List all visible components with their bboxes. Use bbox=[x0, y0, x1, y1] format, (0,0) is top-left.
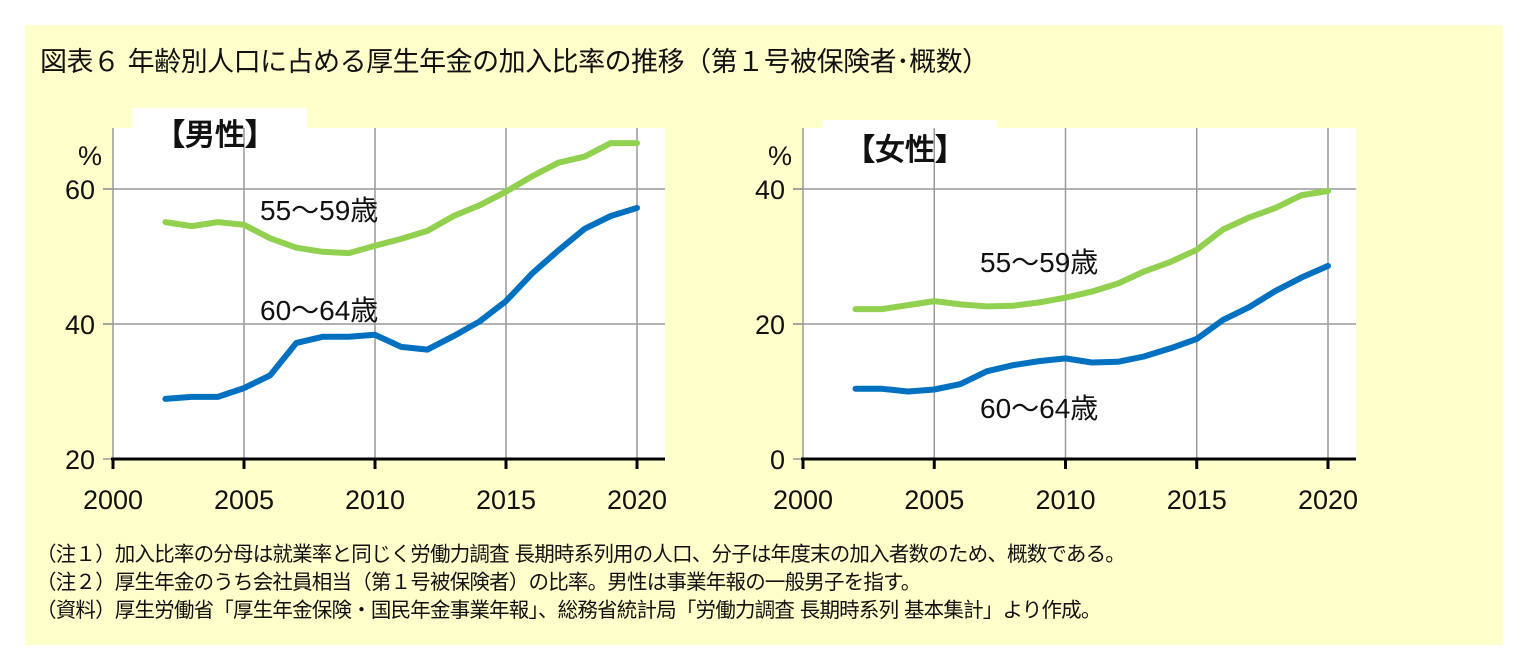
y-tick-label: 40 bbox=[65, 310, 95, 340]
y-tick-label: 40 bbox=[755, 175, 785, 205]
panel-title-box bbox=[132, 108, 307, 140]
x-tick-label: 2020 bbox=[607, 485, 667, 515]
notes: （注１）加入比率の分母は就業率と同じく労働力調査 長期時系列用の人口、分子は年度… bbox=[36, 540, 1126, 624]
panel-title-box bbox=[822, 120, 997, 165]
figure-title: 図表６ 年齢別人口に占める厚生年金の加入比率の推移（第１号被保険者･概数） bbox=[40, 47, 989, 78]
series-label: 60〜64歳 bbox=[260, 295, 378, 326]
series-label: 60〜64歳 bbox=[980, 393, 1098, 424]
y-tick-label: 0 bbox=[770, 445, 785, 475]
y-axis-label: % bbox=[78, 141, 102, 171]
x-tick-label: 2000 bbox=[773, 485, 833, 515]
x-tick-label: 2010 bbox=[1035, 485, 1095, 515]
x-tick-label: 2005 bbox=[214, 485, 274, 515]
panel-title: 【女性】 bbox=[845, 133, 965, 168]
x-tick-label: 2000 bbox=[83, 485, 143, 515]
plot-area bbox=[113, 128, 665, 459]
x-tick-label: 2020 bbox=[1298, 485, 1358, 515]
chart-female: 2000 2005 2010 2015 2020 0 20 40% 【女性】 55〜59歳 60〜6… bbox=[755, 120, 1358, 515]
x-tick-label: 2005 bbox=[904, 485, 964, 515]
chart-male: 2000 2005 2010 2015 2020204060%【男性】55〜59歳60〜… bbox=[65, 108, 667, 515]
y-tick-label: 60 bbox=[65, 175, 95, 205]
x-tick-label: 2010 bbox=[345, 485, 405, 515]
x-tick-label: 2015 bbox=[1167, 485, 1227, 515]
y-tick-label: 20 bbox=[65, 445, 95, 475]
y-tick-label: 20 bbox=[755, 310, 785, 340]
series-label: 55〜59歳 bbox=[260, 195, 378, 226]
x-tick-label: 2015 bbox=[476, 485, 536, 515]
note-3: （資料）厚生労働省「厚生年金保険・国民年金事業年報」、総務省統計局「労働力調査 … bbox=[36, 598, 1101, 622]
note-2: （注２）厚生年金のうち会社員相当（第１号被保険者）の比率。男性は事業年報の一般男… bbox=[36, 570, 921, 594]
note-1: （注１）加入比率の分母は就業率と同じく労働力調査 長期時系列用の人口、分子は年度… bbox=[36, 542, 1126, 566]
y-axis-label: % bbox=[768, 141, 792, 171]
series-label: 55〜59歳 bbox=[980, 247, 1098, 278]
panel-title: 【男性】 bbox=[155, 118, 275, 153]
